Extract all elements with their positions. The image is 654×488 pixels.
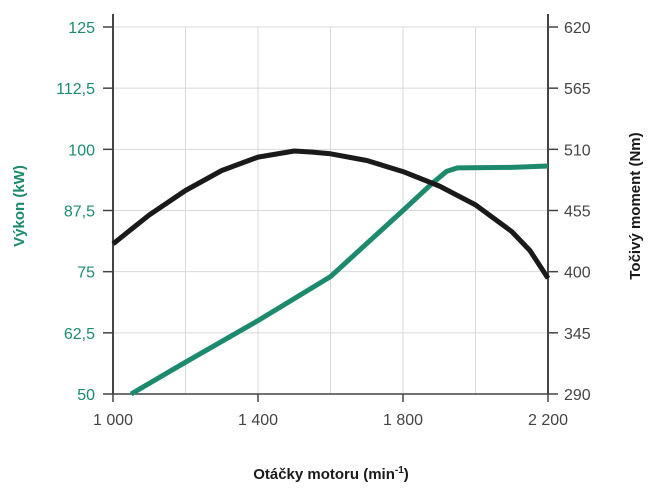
series bbox=[111, 148, 551, 397]
y-left-tick-label: 62,5 bbox=[64, 326, 95, 343]
x-tick-label: 1 400 bbox=[238, 412, 278, 429]
y-left-tick-label: 112,5 bbox=[56, 81, 95, 98]
y-right-tick-label: 510 bbox=[564, 142, 591, 159]
y-right-tick-label: 290 bbox=[564, 387, 591, 404]
ticks: 50 62,5 75 87,5 100 112,5 125 290 345 400 455 510 56… bbox=[56, 20, 591, 429]
y-left-tick-label: 75 bbox=[77, 265, 95, 282]
y-right-axis-title: Točivý moment (Nm) bbox=[627, 132, 644, 279]
x-axis-title: Otáčky motoru (min-1) bbox=[253, 465, 409, 483]
y-left-tick-label: 100 bbox=[68, 142, 95, 159]
y-right-tick-label: 400 bbox=[564, 265, 591, 282]
x-axis-title-main: Otáčky motoru (min bbox=[253, 466, 395, 483]
torque-line bbox=[111, 148, 551, 280]
y-left-axis-title: Výkon (kW) bbox=[11, 165, 28, 247]
y-right-tick-label: 565 bbox=[564, 81, 591, 98]
axes bbox=[112, 14, 549, 395]
x-tick-label: 2 200 bbox=[528, 412, 568, 429]
x-axis-title-superscript: -1 bbox=[395, 465, 404, 476]
y-right-tick-label: 345 bbox=[564, 326, 591, 343]
grid bbox=[113, 26, 548, 394]
y-right-tick-label: 455 bbox=[564, 204, 591, 221]
x-tick-label: 1 000 bbox=[93, 412, 133, 429]
x-tick-label: 1 800 bbox=[383, 412, 423, 429]
x-axis-title-end: ) bbox=[404, 466, 409, 483]
y-right-tick-label: 620 bbox=[564, 20, 591, 37]
power-line bbox=[129, 163, 549, 397]
y-left-tick-label: 87,5 bbox=[64, 204, 95, 221]
y-left-tick-label: 125 bbox=[68, 20, 95, 37]
y-left-tick-label: 50 bbox=[77, 387, 95, 404]
